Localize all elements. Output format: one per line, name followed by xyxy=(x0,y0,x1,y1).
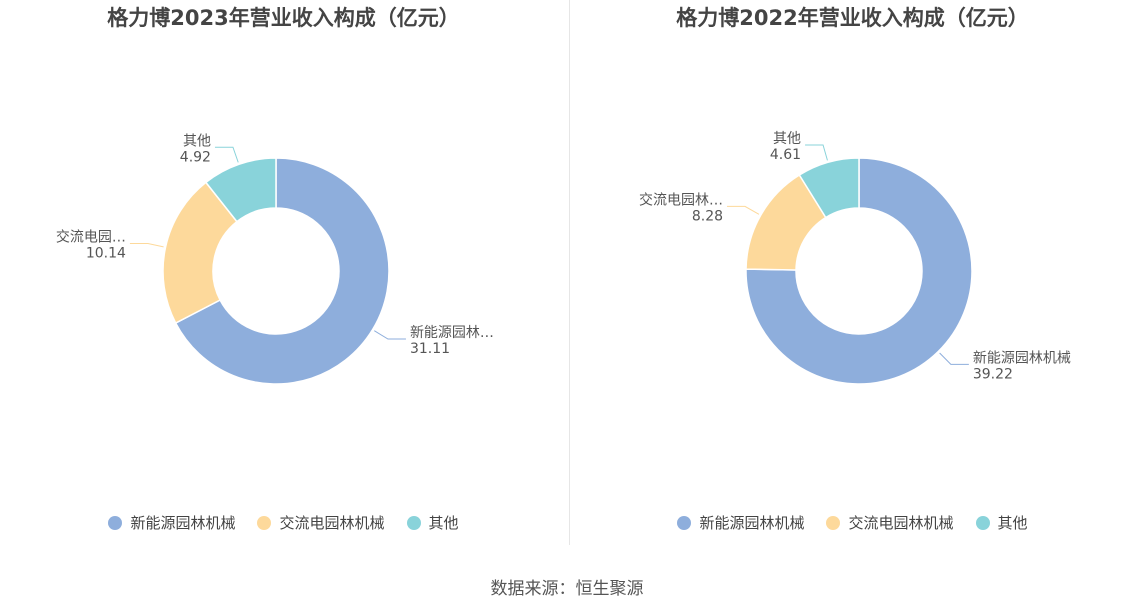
slice-other[interactable] xyxy=(798,157,860,219)
legend-label: 交流电园林机械 xyxy=(848,514,954,532)
panel-divider xyxy=(569,0,570,545)
legend-marker xyxy=(826,515,841,530)
slice-label-new-energy: 新能源园林… xyxy=(410,325,494,341)
slice-label-other: 其他 xyxy=(183,133,211,149)
legend-label: 新能源园林机械 xyxy=(699,514,805,532)
legend-item-other[interactable]: 其他 xyxy=(406,512,459,533)
legend-item-new-energy[interactable]: 新能源园林机械 xyxy=(108,512,235,533)
legend-marker xyxy=(257,515,272,530)
slice-new-energy[interactable] xyxy=(174,157,390,385)
legend-marker xyxy=(108,515,123,530)
slice-label-other: 其他 xyxy=(773,131,801,147)
slice-value-new-energy: 31.11 xyxy=(410,341,450,357)
slice-value-ac-power: 10.14 xyxy=(86,246,126,262)
leader-line-new-energy xyxy=(374,330,406,340)
legend-marker xyxy=(975,515,990,530)
legend-label: 新能源园林机械 xyxy=(130,514,236,532)
donut-2023: 新能源园林…31.11 交流电园…10.14 其他4.92 xyxy=(56,133,494,385)
slice-label-ac-power: 交流电园… xyxy=(56,229,126,246)
legend-label: 其他 xyxy=(428,514,459,532)
slice-label-new-energy: 新能源园林机械 xyxy=(973,350,1071,366)
leader-line-other xyxy=(805,144,828,161)
legend-item-other[interactable]: 其他 xyxy=(975,512,1028,533)
slice-other[interactable] xyxy=(204,157,277,223)
legend-label: 交流电园林机械 xyxy=(279,514,385,532)
legend-marker xyxy=(406,515,421,530)
chart-title: 格力博2022年营业收入构成（亿元） xyxy=(676,6,1029,30)
slice-value-new-energy: 39.22 xyxy=(973,366,1013,382)
legend-item-ac-power[interactable]: 交流电园林机械 xyxy=(257,512,385,533)
leader-line-ac-power xyxy=(129,243,164,248)
slice-value-other: 4.61 xyxy=(770,147,801,163)
legend-2023: 新能源园林机械 交流电园林机械 其他 xyxy=(0,512,567,533)
leader-line-ac-power xyxy=(727,205,760,215)
legend-2022: 新能源园林机械 交流电园林机械 其他 xyxy=(571,512,1134,533)
chart-2022: 格力博2022年营业收入构成（亿元） 新能源园林机械 39.22 交流电园林… 8.2… xyxy=(571,0,1134,545)
slice-label-ac-power: 交流电园林… xyxy=(639,191,723,208)
legend-marker xyxy=(677,515,692,530)
leader-line-new-energy xyxy=(939,352,969,365)
slice-value-other: 4.92 xyxy=(180,149,211,165)
chart-title: 格力博2023年营业收入构成（亿元） xyxy=(107,6,460,30)
leader-line-other xyxy=(214,146,239,163)
chart-2023: 格力博2023年营业收入构成（亿元） 新能源园林… 31.11 交流电园… 10.14… xyxy=(0,0,567,545)
slice-new-energy[interactable] xyxy=(745,157,973,385)
legend-item-ac-power[interactable]: 交流电园林机械 xyxy=(826,512,954,533)
legend-item-new-energy[interactable]: 新能源园林机械 xyxy=(677,512,804,533)
legend-label: 其他 xyxy=(997,514,1028,532)
data-source: 数据来源：恒生聚源 xyxy=(490,579,644,599)
slice-value-ac-power: 8.28 xyxy=(692,208,723,224)
